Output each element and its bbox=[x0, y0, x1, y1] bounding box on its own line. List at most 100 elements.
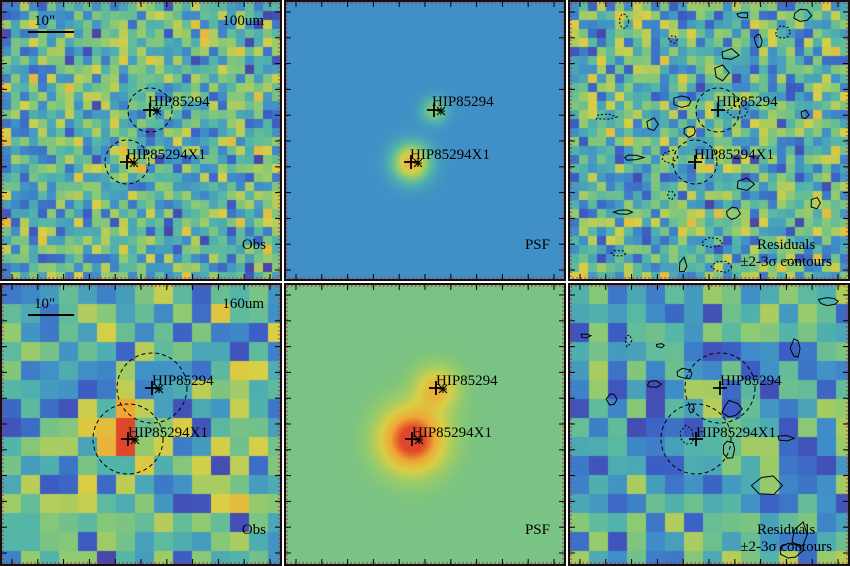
source-plus-marker bbox=[121, 432, 135, 446]
obs-map-100um bbox=[2, 2, 280, 279]
residual-contour bbox=[791, 520, 808, 547]
scale-bar-line bbox=[28, 314, 74, 316]
source-label-hip85294x1: HIP85294X1 bbox=[694, 147, 775, 163]
aperture-circle bbox=[92, 403, 164, 475]
residual-overlay-160um bbox=[570, 285, 848, 564]
residual-label-100um: Residuals ±2-3σ contours bbox=[740, 237, 832, 271]
obs-label-160um: Obs bbox=[241, 522, 266, 538]
obs-panel-100um: 10" 100um Obs HIP85294 HIP85294X1 bbox=[0, 0, 282, 281]
residual-label-line1: Residuals bbox=[756, 237, 816, 253]
psf-panel-100um: PSF HIP85294 HIP85294X1 bbox=[284, 0, 566, 281]
residual-contour bbox=[580, 333, 593, 339]
scale-bar-160um: 10" bbox=[28, 297, 74, 316]
residual-contour bbox=[688, 403, 695, 414]
source-label-hip85294x1: HIP85294X1 bbox=[410, 147, 491, 163]
residual-contour bbox=[817, 297, 839, 307]
residual-contour bbox=[619, 13, 630, 29]
residual-contour bbox=[774, 25, 792, 39]
residual-contour bbox=[612, 209, 634, 215]
psf-overlay-100um bbox=[286, 2, 564, 279]
residual-contour bbox=[779, 542, 805, 559]
aperture-circle bbox=[684, 352, 756, 424]
source-label-hip85294: HIP85294 bbox=[720, 373, 782, 389]
source-star-marker bbox=[152, 106, 162, 116]
source-plus-marker bbox=[120, 155, 134, 169]
residual-contour bbox=[647, 380, 663, 388]
source-star-marker bbox=[130, 435, 140, 445]
residual-contour bbox=[726, 206, 742, 220]
residual-contour bbox=[736, 177, 756, 191]
source-label-hip85294x1: HIP85294X1 bbox=[696, 425, 777, 441]
aperture-circle bbox=[695, 87, 741, 133]
residual-contour bbox=[678, 256, 688, 273]
aperture-circle bbox=[127, 87, 173, 133]
residual-contour bbox=[624, 154, 646, 161]
residual-overlay-100um bbox=[570, 2, 848, 279]
source-plus-marker bbox=[689, 432, 703, 446]
source-plus-marker bbox=[143, 103, 157, 117]
residual-contour bbox=[753, 33, 763, 49]
source-label-hip85294: HIP85294 bbox=[716, 94, 778, 110]
band-label-100um: 100um bbox=[222, 13, 264, 29]
aperture-circle bbox=[104, 139, 150, 185]
residual-contour bbox=[721, 48, 741, 60]
residual-contour bbox=[800, 109, 810, 120]
aperture-circle bbox=[116, 352, 188, 424]
residual-contour bbox=[673, 95, 692, 108]
source-star-marker bbox=[129, 158, 139, 168]
residual-contour bbox=[667, 35, 678, 44]
scale-bar-label: 10" bbox=[34, 296, 56, 312]
residual-contour bbox=[610, 250, 627, 257]
source-plus-marker bbox=[713, 381, 727, 395]
psf-map-100um bbox=[286, 2, 564, 279]
obs-overlay-160um bbox=[2, 285, 280, 564]
source-plus-marker bbox=[688, 155, 702, 169]
residual-map-160um bbox=[570, 285, 848, 564]
residual-contour bbox=[810, 196, 822, 210]
residual-contour bbox=[722, 440, 736, 459]
source-plus-marker bbox=[404, 155, 418, 169]
residual-contour bbox=[714, 64, 730, 82]
residual-contour bbox=[777, 434, 796, 442]
residual-label-line2: ±2-3σ contours bbox=[740, 254, 832, 270]
residual-contour bbox=[646, 117, 659, 132]
residual-contour bbox=[721, 399, 743, 418]
residual-contour bbox=[782, 258, 797, 264]
aperture-circle bbox=[672, 139, 718, 185]
residual-contour bbox=[793, 8, 813, 22]
obs-map-160um bbox=[2, 285, 280, 564]
psf-panel-160um: PSF HIP85294 HIP85294X1 bbox=[284, 283, 566, 566]
residual-contour bbox=[667, 190, 676, 201]
aperture-circle bbox=[660, 403, 732, 475]
source-label-hip85294: HIP85294 bbox=[152, 373, 214, 389]
scale-bar-100um: 10" bbox=[28, 14, 74, 33]
source-plus-marker bbox=[427, 103, 441, 117]
residual-label-160um: Residuals ±2-3σ contours bbox=[740, 522, 832, 556]
source-plus-marker bbox=[405, 432, 419, 446]
residual-panel-160um: Residuals ±2-3σ contours HIP85294 HIP852… bbox=[568, 283, 850, 566]
source-label-hip85294: HIP85294 bbox=[436, 373, 498, 389]
source-plus-marker bbox=[711, 103, 725, 117]
residual-contour bbox=[789, 338, 801, 358]
residual-contour bbox=[624, 334, 633, 348]
psf-label-160um: PSF bbox=[524, 522, 550, 538]
residual-contour bbox=[595, 113, 619, 120]
source-label-hip85294x1: HIP85294X1 bbox=[126, 147, 207, 163]
band-label-160um: 160um bbox=[222, 296, 264, 312]
residual-contour bbox=[679, 424, 694, 445]
source-label-hip85294x1: HIP85294X1 bbox=[128, 425, 209, 441]
map-frame bbox=[286, 2, 564, 279]
source-star-marker bbox=[413, 158, 423, 168]
obs-overlay-100um bbox=[2, 2, 280, 279]
residual-label-line1: Residuals bbox=[756, 522, 816, 538]
scale-bar-label: 10" bbox=[34, 13, 56, 29]
residual-contour bbox=[725, 105, 749, 118]
residual-contour bbox=[710, 260, 733, 273]
psf-map-160um bbox=[286, 285, 564, 564]
psf-overlay-160um bbox=[286, 285, 564, 564]
source-label-hip85294: HIP85294 bbox=[432, 94, 494, 110]
residual-panel-100um: Residuals ±2-3σ contours HIP85294 HIP852… bbox=[568, 0, 850, 281]
source-star-marker bbox=[414, 435, 424, 445]
source-label-hip85294x1: HIP85294X1 bbox=[412, 425, 493, 441]
